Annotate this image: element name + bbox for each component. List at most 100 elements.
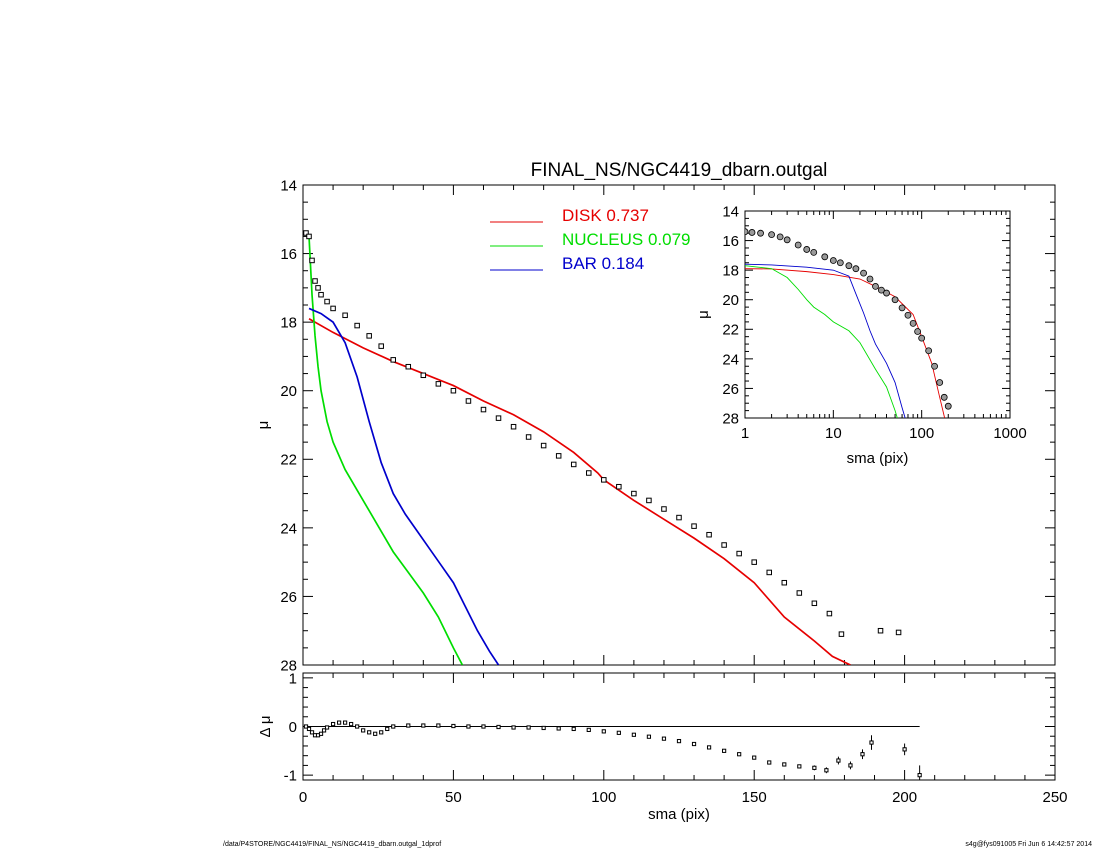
data-point-marker xyxy=(826,610,833,617)
data-point-marker xyxy=(435,381,442,387)
residual-point-marker xyxy=(349,721,354,727)
inset-data-point-marker xyxy=(794,241,802,249)
inset-data-point-marker xyxy=(803,246,811,253)
data-point-marker xyxy=(303,230,309,236)
data-point-marker xyxy=(312,278,318,284)
residual-point-marker xyxy=(616,730,621,735)
residual-point-marker xyxy=(306,726,312,732)
y-tick-label: 20 xyxy=(280,383,297,400)
residual-point-marker xyxy=(481,724,486,729)
x-axis-label: sma (pix) xyxy=(648,806,710,823)
x-tick-label: 200 xyxy=(892,789,917,806)
residual-point-marker xyxy=(303,724,309,729)
residual-point-marker xyxy=(336,720,342,725)
residual-point-marker xyxy=(797,764,802,769)
residual-point-marker xyxy=(511,725,516,730)
data-point-marker xyxy=(661,506,667,512)
inset-x-tick-label: 10 xyxy=(825,425,842,442)
data-point-marker xyxy=(676,514,682,521)
data-point-marker xyxy=(751,559,757,565)
x-tick-label: 150 xyxy=(742,789,767,806)
residual-point-marker xyxy=(661,736,667,741)
residual-point-marker xyxy=(496,724,501,730)
residual-point-marker xyxy=(556,726,561,731)
data-point-marker xyxy=(540,442,547,449)
main-panel: 14 16 18 20 22 24 26 28 μ xyxy=(255,177,1056,674)
residual-point-marker xyxy=(361,728,366,733)
data-point-marker xyxy=(917,666,922,671)
data-point-marker xyxy=(895,629,902,636)
data-point-marker xyxy=(420,372,427,379)
data-point-marker xyxy=(691,523,697,529)
inset-x-axis-label: sma (pix) xyxy=(847,450,909,467)
residual-point-marker xyxy=(676,738,682,744)
inset-data-point-marker xyxy=(883,289,890,297)
inset-data-point-marker xyxy=(757,229,764,237)
inset-data-point-marker xyxy=(783,236,791,244)
y-tick-label: -1 xyxy=(284,768,297,785)
residual-point-marker xyxy=(330,721,336,727)
data-point-marker xyxy=(480,406,487,413)
inset-data-point-marker xyxy=(745,228,749,236)
series-line-bar xyxy=(308,307,500,665)
data-point-marker xyxy=(366,333,372,339)
data-point-marker xyxy=(736,550,742,557)
inset-x-tick-label: 100 xyxy=(909,425,934,442)
y-tick-label: 24 xyxy=(280,520,297,537)
residual-point-marker xyxy=(385,726,390,732)
residual-point-marker xyxy=(722,748,727,753)
data-point-marker xyxy=(318,291,324,298)
inset-data-point-marker xyxy=(776,233,784,241)
residual-point-marker xyxy=(571,726,576,732)
y-tick-label: 22 xyxy=(280,452,297,469)
inset-data-point-marker xyxy=(904,311,912,319)
residual-point-marker xyxy=(586,727,591,733)
inset-data-point-marker xyxy=(898,304,906,312)
data-point-marker xyxy=(601,477,607,483)
y-tick-label: 18 xyxy=(280,315,297,332)
residual-point-marker xyxy=(367,730,372,735)
residual-point-marker xyxy=(601,729,606,734)
data-point-marker xyxy=(616,483,622,490)
inset-data-point-marker xyxy=(845,262,853,270)
residual-point-marker xyxy=(436,723,441,728)
y-tick-label: 28 xyxy=(280,657,297,674)
residual-point-marker xyxy=(646,734,652,739)
y-tick-label: 26 xyxy=(280,589,297,606)
inset-data-point-marker xyxy=(836,259,844,267)
footer-file-path: /data/P4STORE/NGC4419/FINAL_NS/NGC4419_d… xyxy=(223,841,442,848)
data-point-marker xyxy=(315,285,321,291)
y-axis-label: μ xyxy=(255,421,272,430)
inset-data-point-marker xyxy=(810,248,818,256)
y-tick-label: 20 xyxy=(722,292,739,309)
residual-point-marker xyxy=(343,720,348,725)
inset-data-point-marker xyxy=(877,286,885,294)
legend: DISK 0.737 NUCLEUS 0.079 BAR 0.184 xyxy=(490,206,691,273)
residual-point-marker xyxy=(324,725,330,730)
residual-point-marker xyxy=(752,755,757,760)
data-point-marker xyxy=(646,497,652,504)
inset-data-point-marker xyxy=(936,379,944,386)
data-point-marker xyxy=(324,298,330,305)
data-point-marker xyxy=(586,470,592,476)
inset-data-point-marker xyxy=(821,253,829,261)
inset-series-line-bar xyxy=(745,263,906,418)
inset-data-point-marker xyxy=(891,296,899,304)
data-point-marker xyxy=(450,387,457,394)
data-point-marker xyxy=(838,631,845,637)
data-point-marker xyxy=(330,305,336,312)
residual-point-marker xyxy=(451,723,456,729)
residual-point-marker xyxy=(466,724,471,729)
residual-point-marker xyxy=(848,763,853,768)
y-tick-label: 16 xyxy=(722,233,739,250)
y-tick-label: 24 xyxy=(722,351,739,368)
residual-point-marker xyxy=(767,760,772,765)
inset-data-point-marker xyxy=(866,275,874,283)
data-point-marker xyxy=(811,600,818,607)
inset-data-point-marker xyxy=(829,257,837,264)
data-point-marker xyxy=(510,423,517,430)
y-tick-label: 18 xyxy=(722,263,739,280)
y-tick-label: 14 xyxy=(280,177,297,194)
